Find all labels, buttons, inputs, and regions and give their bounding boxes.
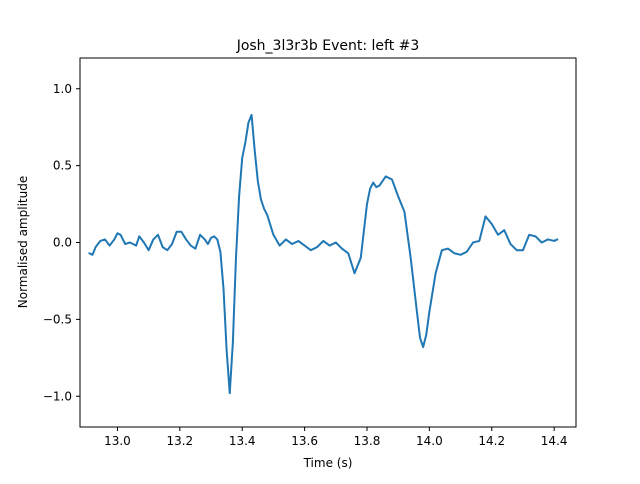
chart-title: Josh_3l3r3b Event: left #3 — [236, 38, 420, 54]
x-tick-label: 13.8 — [354, 434, 381, 448]
y-tick-label: −0.5 — [43, 312, 72, 326]
y-axis-label: Normalised amplitude — [16, 176, 30, 308]
y-tick-label: 1.0 — [53, 82, 72, 96]
x-axis: 13.0 13.2 13.4 13.6 13.8 14.0 14.2 14.4 — [104, 427, 568, 448]
x-tick-label: 14.0 — [416, 434, 443, 448]
x-tick-label: 14.2 — [478, 434, 505, 448]
x-tick-label: 14.4 — [541, 434, 568, 448]
y-tick-label: 0.5 — [53, 159, 72, 173]
x-tick-label: 13.6 — [291, 434, 318, 448]
x-tick-label: 13.4 — [229, 434, 256, 448]
y-tick-label: −1.0 — [43, 389, 72, 403]
x-axis-label: Time (s) — [303, 456, 353, 470]
y-axis: 1.0 0.5 0.0 −0.5 −1.0 — [43, 82, 80, 403]
x-tick-label: 13.2 — [166, 434, 193, 448]
y-tick-label: 0.0 — [53, 236, 72, 250]
series-line-0 — [88, 113, 559, 395]
x-tick-label: 13.0 — [104, 434, 131, 448]
